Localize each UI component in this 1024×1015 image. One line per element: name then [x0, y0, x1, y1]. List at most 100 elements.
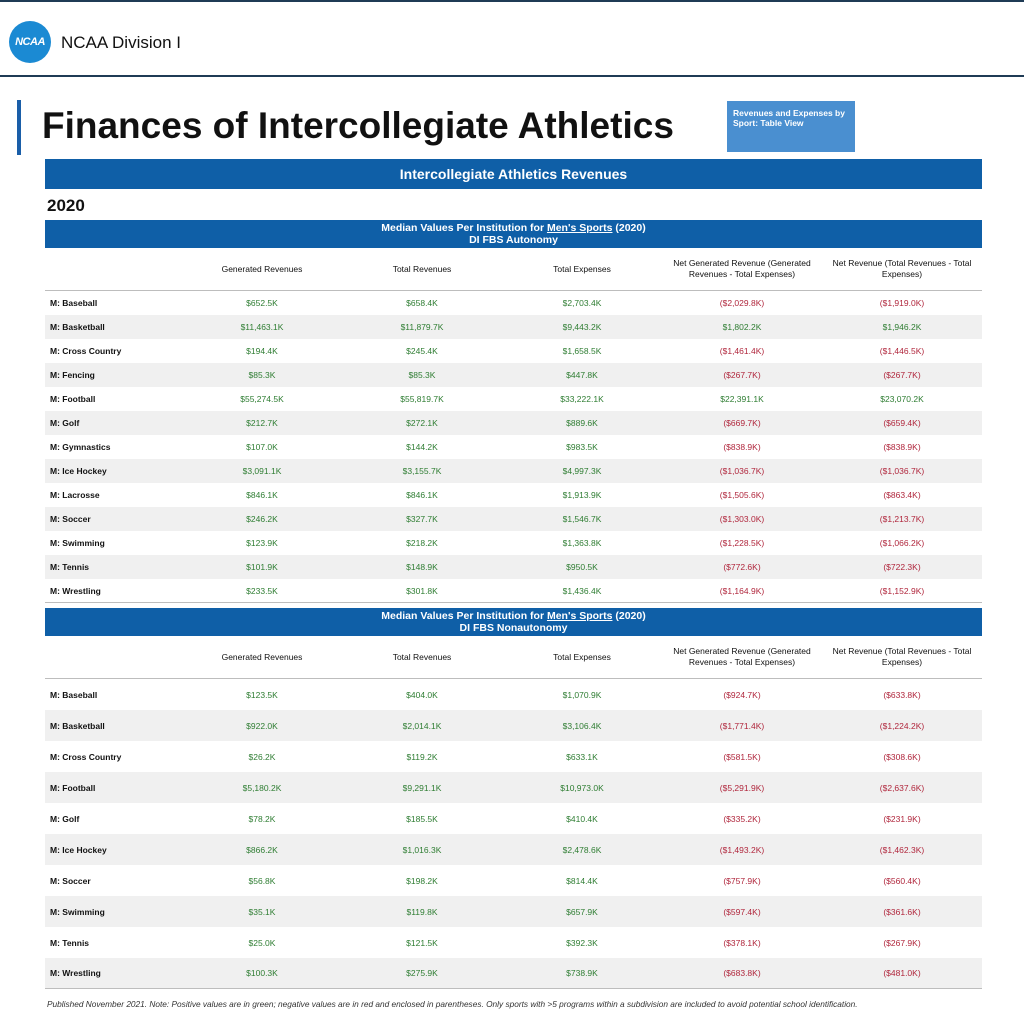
sport-name: M: Baseball	[50, 689, 98, 700]
table-title: Median Values Per Institution for Men's …	[45, 608, 982, 636]
table-cell: $392.3K	[566, 937, 598, 948]
footnote: Published November 2021. Note: Positive …	[47, 999, 858, 1009]
table-cell: $301.8K	[406, 585, 438, 596]
table-row: M: Football $55,274.5K $55,819.7K $33,222.1…	[45, 387, 982, 411]
sport-name: M: Tennis	[50, 937, 90, 948]
table-cell: $245.4K	[406, 346, 438, 356]
column-header[interactable]: Net Generated Revenue (Generated Revenue…	[673, 646, 811, 667]
table-cell: $78.2K	[248, 813, 276, 824]
table-cell: $144.2K	[406, 442, 438, 452]
table-cell: $846.1K	[246, 490, 278, 500]
column-header[interactable]: Total Expenses	[553, 263, 611, 274]
table-cell: $1,802.2K	[722, 322, 762, 332]
table-cell: $101.9K	[246, 562, 278, 572]
sport-name: M: Swimming	[50, 906, 105, 917]
mens-sports-link[interactable]: Men's Sports	[546, 222, 613, 234]
table-cell: $194.4K	[246, 346, 278, 356]
table-fbs-nonautonomy: Median Values Per Institution for Men's …	[45, 608, 982, 989]
table-title-year: (2020)	[612, 222, 646, 234]
table-cell: ($838.9K)	[723, 442, 761, 452]
table-cell: ($335.2K)	[723, 813, 761, 824]
table-cell: ($1,066.2K)	[879, 538, 925, 548]
table-cell: $11,879.7K	[400, 322, 444, 332]
column-header[interactable]: Net Revenue (Total Revenues - Total Expe…	[832, 258, 972, 279]
table-cell: ($1,919.0K)	[879, 298, 925, 308]
table-view-button[interactable]: Revenues and Expenses by Sport: Table Vi…	[727, 101, 855, 152]
title-accent-bar	[17, 100, 21, 155]
table-cell: $218.2K	[406, 538, 438, 548]
table-cell: $85.3K	[248, 370, 276, 380]
table-cell: $23,070.2K	[880, 394, 924, 404]
table-cell: $1,546.7K	[562, 514, 602, 524]
table-cell: ($772.6K)	[723, 562, 761, 572]
table-cell: ($2,637.6K)	[879, 782, 925, 793]
table-cell: $922.0K	[246, 720, 278, 731]
table-cell: $185.5K	[406, 813, 438, 824]
table-cell: $447.8K	[566, 370, 598, 380]
table-cell: ($633.8K)	[883, 689, 921, 700]
table-cell: ($1,446.5K)	[879, 346, 925, 356]
table-title: Median Values Per Institution for Men's …	[45, 220, 982, 248]
table-cell: $1,658.5K	[562, 346, 602, 356]
sport-name: M: Baseball	[50, 298, 98, 308]
sport-name: M: Ice Hockey	[50, 466, 107, 476]
table-cell: ($863.4K)	[883, 490, 921, 500]
table-row: M: Swimming $123.9K $218.2K $1,363.8K ($1,22…	[45, 531, 982, 555]
table-title-text: Median Values Per Institution for	[381, 222, 547, 234]
column-header[interactable]: Net Generated Revenue (Generated Revenue…	[673, 258, 811, 279]
table-cell: $2,703.4K	[562, 298, 602, 308]
sport-name: M: Cross Country	[50, 346, 122, 356]
table-cell: ($481.0K)	[883, 968, 921, 978]
table-cell: $275.9K	[406, 968, 438, 978]
column-header[interactable]: Total Revenues	[392, 651, 452, 662]
sport-name: M: Soccer	[50, 514, 91, 524]
table-cell: ($1,771.4K)	[719, 720, 765, 731]
table-cell: $738.9K	[566, 968, 598, 978]
table-row: M: Ice Hockey $866.2K $1,016.3K $2,478.6K ($…	[45, 834, 982, 865]
table-cell: ($669.7K)	[723, 418, 761, 428]
sport-name: M: Football	[50, 394, 96, 404]
table-cell: $123.5K	[246, 689, 278, 700]
table-row: M: Wrestling $233.5K $301.8K $1,436.4K ($1,1…	[45, 579, 982, 603]
table-cell: $1,070.9K	[562, 689, 602, 700]
column-header[interactable]: Generated Revenues	[221, 651, 303, 662]
table-cell: $9,291.1K	[402, 782, 442, 793]
table-cell: $198.2K	[406, 875, 438, 886]
table-cell: $272.1K	[406, 418, 438, 428]
column-header[interactable]: Total Expenses	[553, 651, 611, 662]
table-row: M: Baseball $652.5K $658.4K $2,703.4K ($2,02…	[45, 291, 982, 315]
sport-name: M: Football	[50, 782, 96, 793]
column-header[interactable]: Total Revenues	[392, 263, 452, 274]
table-cell: $814.4K	[566, 875, 598, 886]
mens-sports-link[interactable]: Men's Sports	[546, 610, 613, 622]
ncaa-logo[interactable]: NCAA	[9, 21, 51, 63]
table-row: M: Lacrosse $846.1K $846.1K $1,913.9K ($1,50…	[45, 483, 982, 507]
table-cell: ($5,291.9K)	[719, 782, 765, 793]
table-cell: ($1,505.6K)	[719, 490, 765, 500]
table-cell: $866.2K	[246, 844, 278, 855]
sport-name: M: Wrestling	[50, 968, 101, 978]
table-cell: $56.8K	[248, 875, 276, 886]
table-subtitle: DI FBS Autonomy	[469, 234, 558, 246]
sport-name: M: Fencing	[50, 370, 95, 380]
table-row: M: Tennis $25.0K $121.5K $392.3K ($378.1K) ($…	[45, 927, 982, 958]
table-row: M: Golf $212.7K $272.1K $889.6K ($669.7K) ($6…	[45, 411, 982, 435]
table-cell: ($1,228.5K)	[719, 538, 765, 548]
table-cell: ($838.9K)	[883, 442, 921, 452]
section-banner: Intercollegiate Athletics Revenues	[45, 159, 982, 189]
column-header[interactable]: Net Revenue (Total Revenues - Total Expe…	[832, 646, 972, 667]
sport-name: M: Tennis	[50, 562, 90, 572]
table-cell: $1,946.2K	[882, 322, 922, 332]
table-cell: $121.5K	[406, 937, 438, 948]
table-cell: ($1,493.2K)	[719, 844, 765, 855]
sport-name: M: Lacrosse	[50, 490, 100, 500]
table-row: M: Cross Country $194.4K $245.4K $1,658.5K (…	[45, 339, 982, 363]
table-cell: ($2,029.8K)	[719, 298, 765, 308]
table-cell: $85.3K	[408, 370, 436, 380]
column-header[interactable]: Generated Revenues	[221, 263, 303, 274]
table-cell: ($560.4K)	[883, 875, 921, 886]
table-row: M: Soccer $56.8K $198.2K $814.4K ($757.9K) ($…	[45, 865, 982, 896]
table-cell: $25.0K	[248, 937, 276, 948]
table-cell: ($1,461.4K)	[719, 346, 765, 356]
table-cell: $2,478.6K	[562, 844, 602, 855]
